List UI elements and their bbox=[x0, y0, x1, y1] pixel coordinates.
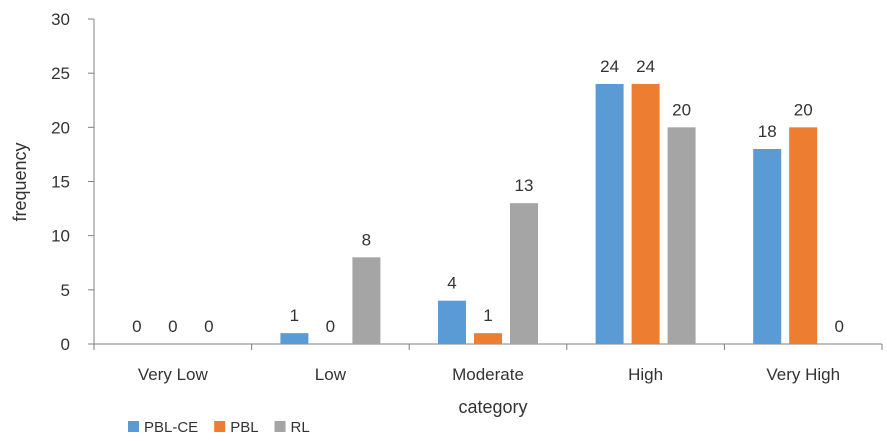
data-label: 24 bbox=[636, 57, 655, 76]
y-tick-label: 15 bbox=[51, 173, 70, 192]
x-axis-title: category bbox=[458, 397, 527, 417]
data-labels: 0 1 4 24 18 0 0 1 24 20 0 8 13 20 0 bbox=[132, 57, 844, 336]
bar-pbl-very-high bbox=[789, 127, 818, 344]
legend-swatch-pbl bbox=[214, 421, 226, 432]
y-tick-label: 0 bbox=[61, 335, 70, 354]
bar-pbl-high bbox=[631, 84, 660, 344]
bar-rl-low bbox=[352, 257, 381, 344]
data-label: 20 bbox=[672, 100, 691, 119]
data-label: 0 bbox=[326, 317, 335, 336]
y-axis-title: frequency bbox=[10, 142, 30, 221]
data-label: 0 bbox=[132, 317, 141, 336]
data-label: 8 bbox=[362, 230, 371, 249]
data-label: 24 bbox=[600, 57, 619, 76]
y-tick-label: 30 bbox=[51, 10, 70, 29]
data-label: 4 bbox=[447, 274, 456, 293]
bar-pbl-moderate bbox=[474, 333, 502, 344]
data-label: 18 bbox=[758, 122, 777, 141]
data-label: 1 bbox=[483, 306, 492, 325]
legend-swatch-rl bbox=[274, 421, 286, 432]
legend: PBL-CE PBL RL bbox=[128, 419, 310, 436]
y-tick-label: 5 bbox=[61, 281, 70, 300]
y-tick-label: 10 bbox=[51, 227, 70, 246]
y-axis: 0 5 10 15 20 25 30 bbox=[51, 10, 95, 354]
category-label: Very High bbox=[766, 365, 840, 384]
category-label: High bbox=[628, 365, 663, 384]
data-label: 13 bbox=[515, 176, 534, 195]
data-label: 20 bbox=[794, 100, 813, 119]
category-label: Very Low bbox=[138, 365, 209, 384]
data-label: 0 bbox=[168, 317, 177, 336]
bar-pbl-ce-very-high bbox=[753, 149, 782, 344]
y-tick-label: 20 bbox=[51, 118, 70, 137]
y-tick-label: 25 bbox=[51, 64, 70, 83]
bars bbox=[280, 84, 818, 344]
legend-swatch-pbl-ce bbox=[128, 421, 139, 432]
bar-rl-moderate bbox=[510, 203, 538, 344]
x-axis: Very Low Low Moderate High Very High bbox=[93, 343, 883, 384]
category-label: Moderate bbox=[452, 365, 524, 384]
data-label: 0 bbox=[834, 317, 843, 336]
bar-rl-high bbox=[667, 127, 696, 344]
bar-pbl-ce-high bbox=[595, 84, 624, 344]
bar-pbl-ce-low bbox=[280, 333, 309, 344]
category-label: Low bbox=[315, 365, 347, 384]
data-label: 0 bbox=[204, 317, 213, 336]
bar-pbl-ce-moderate bbox=[438, 300, 466, 344]
legend-label: PBL bbox=[230, 419, 258, 436]
legend-label: PBL-CE bbox=[144, 419, 198, 436]
data-label: 1 bbox=[290, 306, 299, 325]
legend-label: RL bbox=[291, 419, 310, 436]
